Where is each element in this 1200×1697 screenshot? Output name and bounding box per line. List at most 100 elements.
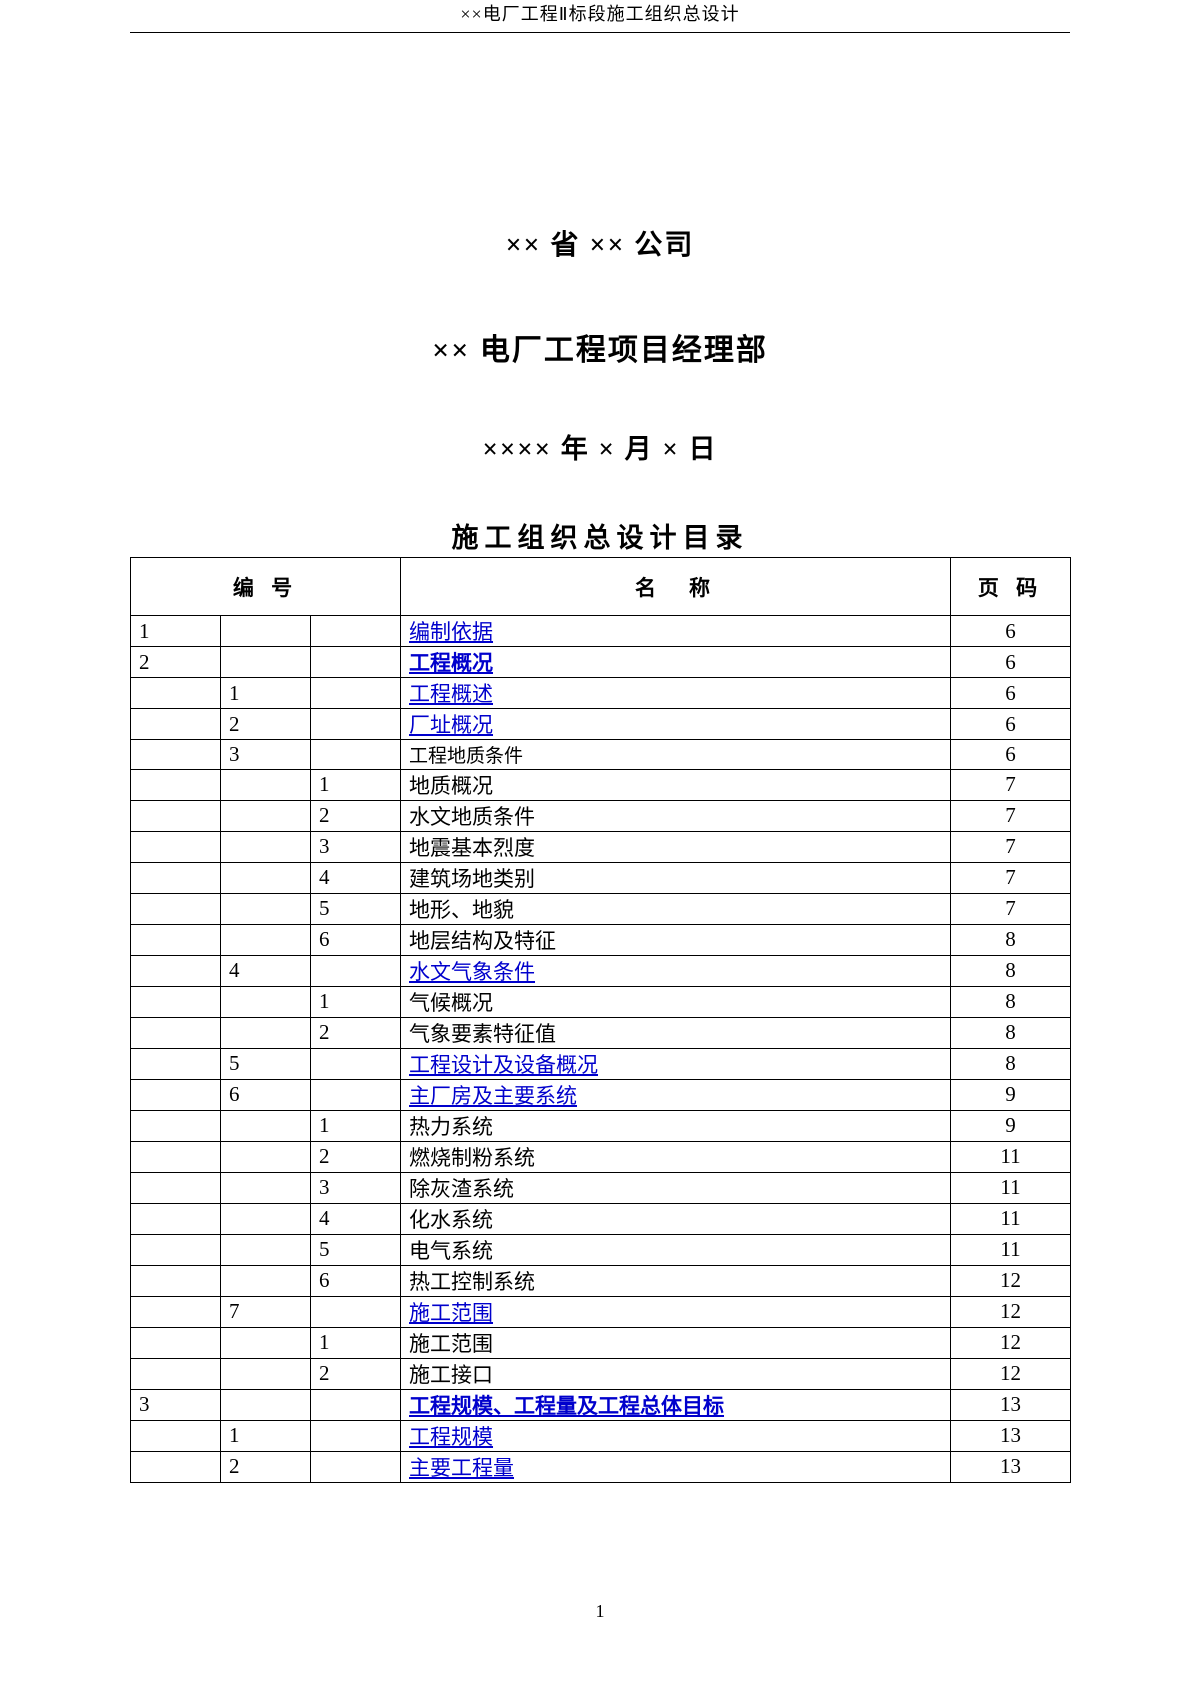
num-level-1: [131, 769, 221, 800]
num-level-1: [131, 924, 221, 955]
num-level-2: 4: [221, 955, 311, 986]
org-title: ×× 省 ×× 公司: [130, 223, 1070, 263]
item-name[interactable]: 主厂房及主要系统: [401, 1079, 951, 1110]
page-num: 12: [951, 1358, 1071, 1389]
page-num: 6: [951, 647, 1071, 678]
num-level-2: [221, 862, 311, 893]
num-level-3: [311, 1296, 401, 1327]
num-level-3: 4: [311, 862, 401, 893]
item-name: 建筑场地类别: [401, 862, 951, 893]
page-num: 12: [951, 1296, 1071, 1327]
page-num: 7: [951, 831, 1071, 862]
table-row: 1热力系统9: [131, 1110, 1071, 1141]
item-name: 化水系统: [401, 1203, 951, 1234]
item-name: 电气系统: [401, 1234, 951, 1265]
item-name[interactable]: 施工范围: [401, 1296, 951, 1327]
num-level-3: 5: [311, 893, 401, 924]
num-level-1: [131, 1048, 221, 1079]
num-level-1: [131, 678, 221, 709]
num-level-2: [221, 800, 311, 831]
item-name[interactable]: 工程规模、工程量及工程总体目标: [401, 1389, 951, 1420]
num-level-3: [311, 1451, 401, 1482]
num-level-1: [131, 740, 221, 770]
page-num: 6: [951, 709, 1071, 740]
item-name[interactable]: 工程概况: [401, 647, 951, 678]
item-name[interactable]: 编制依据: [401, 616, 951, 647]
num-level-2: 6: [221, 1079, 311, 1110]
num-level-3: 1: [311, 986, 401, 1017]
toc-header-row: 编 号 名 称 页 码: [131, 558, 1071, 616]
table-row: 6地层结构及特征8: [131, 924, 1071, 955]
num-level-3: [311, 955, 401, 986]
num-level-3: 3: [311, 831, 401, 862]
num-level-3: [311, 616, 401, 647]
num-level-3: 1: [311, 769, 401, 800]
page-num: 8: [951, 955, 1071, 986]
num-level-3: [311, 1389, 401, 1420]
page-num: 12: [951, 1327, 1071, 1358]
num-level-2: [221, 1141, 311, 1172]
table-row: 1编制依据6: [131, 616, 1071, 647]
num-level-3: 2: [311, 1017, 401, 1048]
page-header: ××电厂工程Ⅱ标段施工组织总设计: [130, 0, 1070, 30]
num-level-1: [131, 1017, 221, 1048]
table-row: 5电气系统11: [131, 1234, 1071, 1265]
num-level-1: [131, 1141, 221, 1172]
item-name[interactable]: 水文气象条件: [401, 955, 951, 986]
item-name: 除灰渣系统: [401, 1172, 951, 1203]
table-row: 1施工范围12: [131, 1327, 1071, 1358]
item-name: 燃烧制粉系统: [401, 1141, 951, 1172]
table-row: 1 工程规模13: [131, 1420, 1071, 1451]
col-header-num: 编 号: [131, 558, 401, 616]
page-num: 6: [951, 740, 1071, 770]
num-level-2: 2: [221, 1451, 311, 1482]
page-num: 8: [951, 924, 1071, 955]
num-level-3: [311, 1048, 401, 1079]
item-name: 气候概况: [401, 986, 951, 1017]
item-name[interactable]: 工程设计及设备概况: [401, 1048, 951, 1079]
toc-table: 编 号 名 称 页 码 1编制依据62工程概况61工程概述62厂址概况63工程地…: [130, 557, 1071, 1483]
num-level-1: [131, 1079, 221, 1110]
item-name[interactable]: 工程概述: [401, 678, 951, 709]
num-level-3: [311, 1420, 401, 1451]
num-level-1: [131, 1234, 221, 1265]
num-level-1: 2: [131, 647, 221, 678]
item-name: 地层结构及特征: [401, 924, 951, 955]
num-level-2: [221, 1017, 311, 1048]
page-num: 13: [951, 1420, 1071, 1451]
num-level-3: 1: [311, 1110, 401, 1141]
num-level-1: [131, 800, 221, 831]
num-level-3: 2: [311, 1141, 401, 1172]
item-name[interactable]: 厂址概况: [401, 709, 951, 740]
date-title: ×××× 年 × 月 × 日: [130, 427, 1070, 466]
num-level-2: [221, 1172, 311, 1203]
page-number: 1: [0, 1601, 1200, 1622]
item-name: 施工范围: [401, 1327, 951, 1358]
num-level-3: 3: [311, 1172, 401, 1203]
page-num: 11: [951, 1172, 1071, 1203]
item-name: 热工控制系统: [401, 1265, 951, 1296]
page-num: 13: [951, 1389, 1071, 1420]
page-num: 8: [951, 986, 1071, 1017]
item-name: 热力系统: [401, 1110, 951, 1141]
num-level-2: 1: [221, 1420, 311, 1451]
num-level-1: [131, 1327, 221, 1358]
page-num: 8: [951, 1017, 1071, 1048]
table-row: 5工程设计及设备概况8: [131, 1048, 1071, 1079]
num-level-2: [221, 1234, 311, 1265]
num-level-1: [131, 1296, 221, 1327]
num-level-2: 2: [221, 709, 311, 740]
table-row: 2主要工程量13: [131, 1451, 1071, 1482]
num-level-2: [221, 893, 311, 924]
num-level-2: [221, 986, 311, 1017]
num-level-1: [131, 1110, 221, 1141]
num-level-2: [221, 1389, 311, 1420]
page-num: 9: [951, 1110, 1071, 1141]
toc-title: 施工组织总设计目录: [130, 516, 1070, 555]
table-row: 2燃烧制粉系统11: [131, 1141, 1071, 1172]
item-name[interactable]: 主要工程量: [401, 1451, 951, 1482]
item-name: 地震基本烈度: [401, 831, 951, 862]
item-name[interactable]: 工程规模: [401, 1420, 951, 1451]
table-row: 3工程地质条件6: [131, 740, 1071, 770]
table-row: 7施工范围12: [131, 1296, 1071, 1327]
